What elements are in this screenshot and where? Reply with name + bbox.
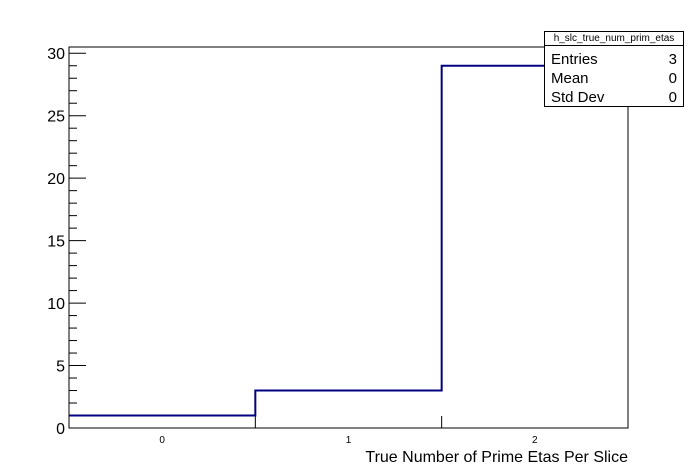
y-tick-label: 10 (47, 296, 65, 313)
y-tick-label: 15 (47, 234, 65, 251)
y-tick-label: 0 (56, 421, 65, 438)
y-tick-label: 30 (47, 46, 65, 63)
stats-title: h_slc_true_num_prim_etas (545, 32, 683, 46)
stats-label: Entries (551, 51, 598, 68)
stats-label: Std Dev (551, 89, 605, 106)
stats-value: 0 (668, 70, 677, 87)
y-tick-label: 20 (47, 171, 65, 188)
stats-row-stddev: Std Dev 0 (551, 88, 677, 107)
x-tick-label: 0 (159, 435, 165, 446)
stats-value: 3 (668, 51, 677, 68)
plot-frame (68, 46, 629, 429)
x-axis-label: True Number of Prime Etas Per Slice (365, 449, 628, 466)
x-axis-ticks: 0 1 2 (159, 416, 538, 446)
stats-label: Mean (551, 70, 589, 87)
x-tick-label: 1 (346, 435, 352, 446)
x-tick-label: 2 (532, 435, 538, 446)
stats-row-entries: Entries 3 (551, 50, 677, 69)
stats-box: h_slc_true_num_prim_etas Entries 3 Mean … (544, 31, 684, 107)
y-tick-label: 5 (56, 359, 65, 376)
stats-row-mean: Mean 0 (551, 69, 677, 88)
stats-value: 0 (668, 89, 677, 106)
y-tick-label: 25 (47, 109, 65, 126)
y-axis-ticks: 0 5 10 15 20 25 30 (47, 46, 86, 438)
histogram-step-line (69, 64, 628, 417)
